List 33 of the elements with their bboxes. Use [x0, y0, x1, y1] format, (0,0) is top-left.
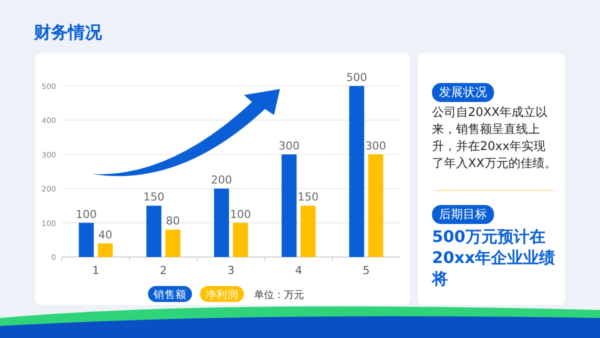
text: 发展状况 — [432, 83, 494, 102]
data-label: 150 — [298, 190, 319, 204]
x-tick-label: 5 — [362, 264, 370, 277]
data-label: 80 — [166, 214, 180, 228]
data-label: 300 — [278, 139, 300, 152]
bar — [214, 188, 229, 257]
bar — [349, 86, 364, 257]
data-label: 40 — [98, 228, 112, 242]
bar — [165, 230, 180, 257]
x-tick-label: 1 — [92, 264, 100, 277]
text: 销售额 — [152, 288, 186, 301]
x-tick-label: 3 — [228, 264, 234, 277]
data-label: 500 — [346, 71, 368, 84]
data-label: 150 — [143, 190, 164, 204]
text: 公司自20XX年成立以来，销售额呈直线上升，并在20xx年实现了年入XX万元的佳绩。 — [432, 104, 557, 172]
bar — [233, 222, 248, 257]
text: 净利润 — [206, 288, 238, 301]
text: 单位：万元 — [254, 289, 304, 301]
chart-title: 财务情况 — [33, 23, 103, 43]
text: 后期目标 — [432, 205, 494, 224]
data-label: 300 — [365, 139, 386, 152]
bar — [282, 154, 297, 257]
x-tick-label: 2 — [160, 264, 167, 277]
bar — [368, 154, 384, 257]
data-label: 100 — [76, 208, 97, 221]
bar — [300, 206, 316, 257]
bar — [98, 243, 113, 257]
bar — [78, 222, 94, 257]
text: 500万元预计在20xx年企业业绩将 — [432, 226, 556, 289]
x-tick-label: 4 — [295, 264, 302, 277]
data-label: 100 — [230, 208, 251, 221]
bar — [146, 206, 162, 257]
data-label: 200 — [211, 174, 232, 187]
